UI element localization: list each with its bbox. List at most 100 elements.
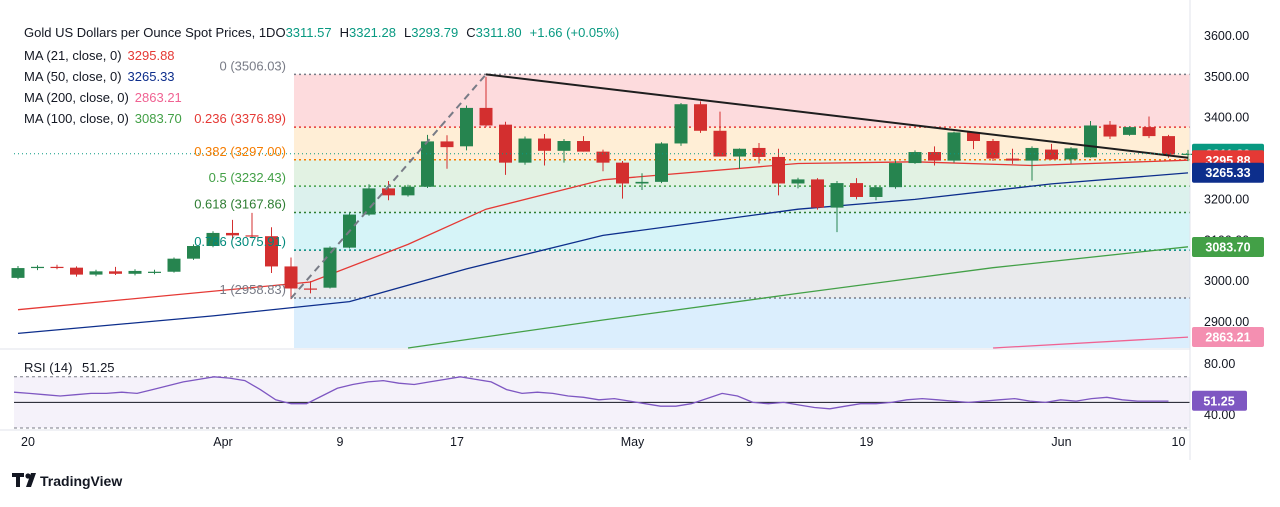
- price-tick-label: 3400.00: [1204, 111, 1249, 125]
- time-tick-label: 10: [1172, 435, 1186, 449]
- candle-body: [850, 183, 863, 197]
- ma-legend-label: MA (100, close, 0): [24, 111, 129, 126]
- fib-label: 1 (2958.83): [220, 282, 287, 297]
- time-tick-label: 9: [337, 435, 344, 449]
- ohlc-value: 3293.79: [411, 25, 458, 40]
- candle-body: [986, 141, 1000, 159]
- ma-legend-value: 3083.70: [135, 111, 182, 126]
- price-change: +1.66 (+0.05%): [530, 25, 620, 40]
- candle-body: [245, 235, 259, 237]
- candle-body: [811, 179, 824, 208]
- chart-title-text: Gold US Dollars per Ounce Spot Prices, 1…: [24, 25, 275, 40]
- candle-body: [928, 152, 941, 161]
- price-badge-bg: [1192, 162, 1264, 183]
- candle-body: [518, 138, 532, 163]
- candle-body: [206, 232, 220, 247]
- candle-body: [557, 141, 571, 151]
- fib-band: [294, 212, 1190, 251]
- candle-body: [187, 246, 200, 259]
- candle-body: [772, 156, 785, 184]
- price-tick-label: 2900.00: [1204, 315, 1249, 329]
- candle-body: [596, 151, 610, 163]
- tradingview-logo-text: TradingView: [40, 473, 122, 489]
- chart-title: Gold US Dollars per Ounce Spot Prices, 1…: [24, 25, 619, 40]
- rsi-line: [13, 376, 1169, 410]
- ohlc-key: L: [404, 25, 411, 40]
- ohlc-key: O: [275, 25, 285, 40]
- rsi-badge: 51.25: [1192, 390, 1247, 411]
- candle-body: [1025, 147, 1039, 161]
- fib-label: 0 (3506.03): [220, 58, 287, 73]
- candle-body: [655, 143, 668, 182]
- fib-band: [294, 250, 1190, 298]
- candle-body: [830, 183, 844, 208]
- ma-legend-item: MA (21, close, 0) 3295.88: [24, 48, 175, 63]
- ma-legend-value: 3265.33: [128, 69, 175, 84]
- candle-body: [635, 181, 649, 184]
- fib-label: 0.618 (3167.86): [194, 197, 286, 212]
- ma-legend-label: MA (50, close, 0): [24, 69, 122, 84]
- candle-body: [362, 188, 376, 215]
- candle-body: [460, 107, 473, 147]
- candle-body: [440, 141, 454, 148]
- fib-label: 0.786 (3075.91): [194, 234, 286, 249]
- time-tick-label: 9: [746, 435, 753, 449]
- price-badge-text: 3083.70: [1205, 240, 1250, 254]
- rsi-tick-label: 80.00: [1204, 357, 1235, 371]
- candle-body: [1006, 158, 1019, 161]
- candle-body: [1142, 127, 1156, 137]
- price-badge-bg: [1192, 236, 1264, 257]
- trendline: [485, 73, 1189, 159]
- candle-body: [908, 152, 922, 164]
- ma-legend-item: MA (200, close, 0) 2863.21: [24, 90, 182, 105]
- candle-body: [889, 163, 902, 188]
- candle-body: [304, 288, 317, 290]
- fib-band: [294, 186, 1190, 213]
- candle-body: [421, 141, 434, 187]
- time-tick-label: 20: [21, 435, 35, 449]
- ma-legend-item: MA (50, close, 0) 3265.33: [24, 69, 175, 84]
- ma21-line: [17, 159, 1189, 311]
- candle-body: [616, 162, 629, 184]
- ohlc-key: H: [340, 25, 349, 40]
- ma-legend-item: MA (100, close, 0) 3083.70: [24, 111, 182, 126]
- price-tick-label: 3500.00: [1204, 70, 1249, 84]
- candle-body: [167, 258, 181, 272]
- ohlc-value: 3321.28: [349, 25, 396, 40]
- candle-body: [733, 148, 746, 157]
- candle-body: [109, 271, 122, 274]
- candle-body: [284, 266, 298, 289]
- candle-body: [382, 188, 395, 196]
- rsi-label: RSI (14): [24, 360, 72, 375]
- fib-label: 0.382 (3297.00): [194, 144, 286, 159]
- candle-body: [791, 179, 805, 184]
- candle-body: [1181, 153, 1195, 155]
- price-tick-label: 3600.00: [1204, 29, 1249, 43]
- candle-body: [499, 124, 512, 163]
- candle-body: [713, 130, 727, 157]
- candle-body: [694, 104, 707, 131]
- candle-body: [1045, 149, 1058, 160]
- candle-body: [323, 247, 337, 288]
- candle-body: [128, 270, 142, 274]
- price-badge: 3083.70: [1192, 236, 1264, 257]
- ma50-line: [17, 172, 1189, 335]
- rsi-badge-text: 51.25: [1203, 394, 1234, 408]
- candle-body: [265, 236, 278, 267]
- candle-body: [148, 271, 161, 273]
- candle-body: [1162, 136, 1175, 155]
- ma-legend-value: 3295.88: [128, 48, 175, 63]
- candle-body: [11, 268, 25, 278]
- candle-body: [1084, 125, 1097, 158]
- price-badge-text: 2863.21: [1205, 331, 1250, 345]
- ma-legend-label: MA (21, close, 0): [24, 48, 122, 63]
- rsi-tick-label: 40.00: [1204, 408, 1235, 422]
- candle-body: [89, 271, 103, 275]
- rsi-value-label: 51.25: [82, 360, 115, 375]
- fib-band: [294, 297, 1190, 348]
- price-tick-label: 3200.00: [1204, 192, 1249, 206]
- candle-body: [31, 266, 44, 269]
- rsi-badge-bg: [1192, 390, 1247, 411]
